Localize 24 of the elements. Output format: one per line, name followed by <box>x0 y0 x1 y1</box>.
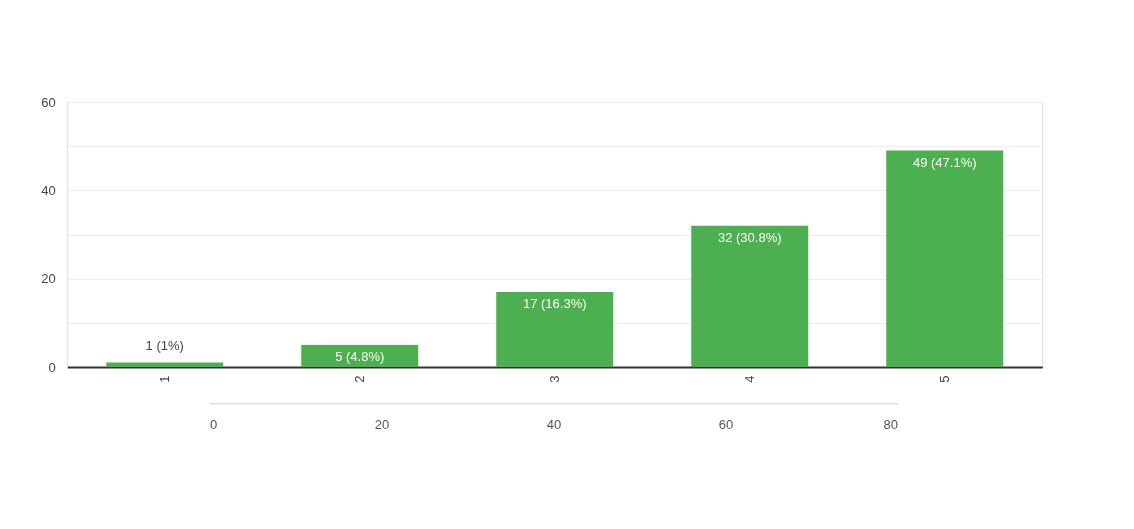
x2-tick-label: 20 <box>374 416 390 432</box>
x-tick-label: 5 <box>936 375 952 383</box>
data-label: 49 (47.1%) <box>912 154 977 170</box>
x-tick-label: 3 <box>546 375 562 383</box>
data-label: 32 (30.8%) <box>717 229 782 245</box>
y-tick-label: 20 <box>41 271 56 287</box>
bar <box>496 291 614 367</box>
data-label: 17 (16.3%) <box>522 295 587 311</box>
y-tick-label: 40 <box>41 182 56 198</box>
data-label: 5 (4.8%) <box>335 348 385 364</box>
bar <box>691 225 809 367</box>
y-tick-label: 60 <box>41 94 56 110</box>
bar <box>301 344 419 367</box>
x-tick-label: 4 <box>741 375 757 383</box>
x-tick-label: 1 <box>156 375 172 383</box>
x-tick-label: 2 <box>351 375 367 383</box>
y-tick-label: 0 <box>48 359 56 375</box>
bar <box>106 362 224 367</box>
data-label: 1 (1%) <box>145 337 184 353</box>
x2-tick-label: 40 <box>546 416 562 432</box>
x2-tick-label: 80 <box>883 416 898 432</box>
x2-tick-label: 60 <box>718 416 734 432</box>
bar <box>886 150 1004 367</box>
x2-tick-label: 0 <box>209 416 218 432</box>
